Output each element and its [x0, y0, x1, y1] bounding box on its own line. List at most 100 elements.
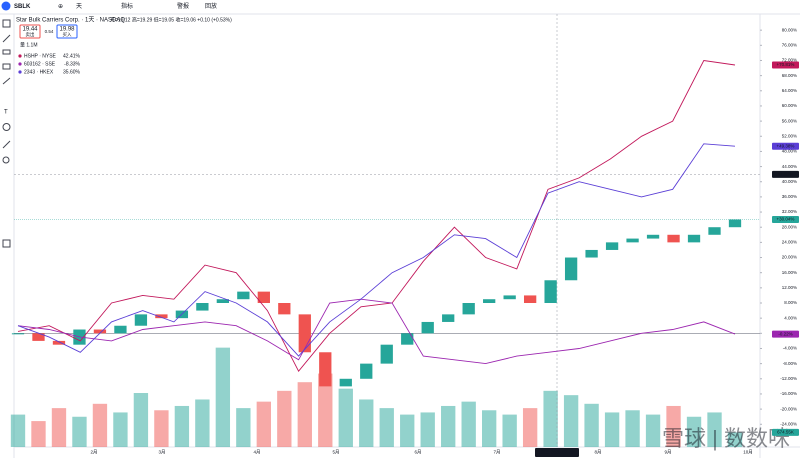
candle	[523, 295, 537, 303]
volume-bar	[51, 408, 67, 447]
volume-bar	[686, 416, 702, 447]
brush-tool[interactable]	[2, 77, 11, 85]
legend-icon	[18, 70, 22, 74]
x-tick-label: 9月	[664, 450, 671, 456]
compare-line	[17, 60, 736, 373]
alerts[interactable]: 警报	[177, 2, 189, 10]
volume-legend: 量 1.1M	[20, 41, 38, 48]
spread: 0.54	[45, 29, 54, 34]
buy-price[interactable]: 19.98	[59, 27, 75, 33]
y-tick-label: 28.00%	[782, 224, 797, 229]
replay[interactable]: 回放	[205, 2, 217, 10]
y-tick-label: 32.00%	[782, 209, 797, 214]
volume-bar	[707, 412, 722, 447]
y-tick-label: 64.00%	[782, 88, 797, 93]
buy-button[interactable]	[56, 24, 78, 39]
series-badge-label: +70.81%	[777, 62, 795, 67]
legend-value: 42.41%	[63, 53, 81, 59]
volume-bar	[584, 403, 599, 447]
toolbar	[0, 0, 800, 14]
plot	[10, 14, 800, 458]
legend-name: 603162 · SSE	[24, 61, 56, 67]
emoji-tool[interactable]	[2, 123, 11, 131]
volume-bar	[563, 395, 579, 447]
volume-bar	[133, 393, 149, 447]
y-tick-label: 8.00%	[784, 300, 797, 305]
candle	[401, 333, 414, 345]
volume-bar	[113, 412, 128, 447]
symbol-logo[interactable]	[1, 1, 11, 11]
fib-tool[interactable]	[2, 49, 11, 55]
volume-bar	[318, 373, 333, 447]
legend-value: -8.33%	[64, 61, 80, 67]
candle	[605, 242, 619, 250]
candle	[626, 238, 639, 243]
candle	[360, 363, 373, 379]
y-tick-label: -8.00%	[783, 361, 797, 366]
y-tick-label: 40.00%	[782, 179, 797, 184]
candle	[483, 299, 496, 303]
legend-title: Star Bulk Carriers Corp. · 1天 · NASDAQ	[16, 17, 125, 24]
y-tick-label: -4.00%	[783, 346, 797, 351]
candle	[52, 340, 66, 345]
candle	[564, 257, 578, 281]
buy-label[interactable]: 买入	[63, 31, 72, 38]
volume-bar	[400, 414, 415, 447]
volume-bar	[359, 399, 374, 447]
zoom-tool[interactable]	[2, 156, 10, 164]
candle	[134, 314, 148, 326]
candle	[544, 280, 557, 303]
volume-badge-label: 674.55K	[777, 430, 794, 435]
series-badge-label: -0.22%	[778, 331, 792, 336]
sell-price[interactable]: 19.44	[22, 27, 38, 33]
compare-line	[17, 298, 736, 365]
volume-bar	[256, 401, 271, 447]
candle	[155, 314, 168, 319]
y-tick-label: 72.00%	[782, 58, 797, 63]
volume-bar	[379, 408, 394, 447]
series-badge	[772, 330, 799, 338]
volume-bar	[31, 421, 46, 447]
y-tick-label: -16.00%	[780, 391, 797, 396]
volume-bar	[10, 414, 26, 447]
y-tick-label: 24.00%	[782, 240, 797, 245]
volume-bar	[236, 408, 251, 447]
candle	[503, 295, 516, 300]
candle	[728, 219, 742, 228]
sell-button[interactable]	[19, 24, 41, 39]
price-badge	[772, 215, 799, 223]
x-tick-label: 7月	[493, 450, 500, 456]
trash-tool[interactable]	[2, 239, 11, 248]
y-tick-label: 76.00%	[782, 43, 797, 48]
candle	[114, 325, 127, 334]
series-badge	[772, 142, 799, 150]
volume-bar	[441, 405, 456, 447]
indicators[interactable]: 指标	[121, 2, 133, 10]
line-tool[interactable]	[2, 34, 11, 43]
text-tool[interactable]: T	[4, 110, 8, 116]
cursor-tool[interactable]	[2, 19, 11, 28]
legend-icon	[18, 62, 22, 66]
symbol[interactable]: SBLK	[14, 4, 31, 10]
candle	[196, 303, 209, 311]
volume-bar	[482, 410, 497, 447]
y-tick-label: 36.00%	[782, 194, 797, 199]
ruler-tool[interactable]	[2, 140, 11, 149]
candle	[216, 299, 230, 303]
candle	[93, 329, 107, 334]
volume-bar	[543, 390, 558, 447]
sell-label[interactable]: 卖出	[26, 31, 35, 38]
volume-bar	[72, 416, 87, 447]
add[interactable]: ⊕	[58, 4, 63, 10]
x-tick-label: 4月	[253, 450, 260, 456]
volume-bar	[338, 388, 353, 447]
pattern-tool[interactable]	[2, 63, 11, 70]
volume-bar	[502, 414, 517, 447]
candle	[237, 291, 250, 300]
volume-bar	[215, 347, 231, 447]
volume-bar	[420, 412, 435, 447]
candle	[11, 333, 25, 335]
interval[interactable]: 天	[76, 3, 82, 10]
